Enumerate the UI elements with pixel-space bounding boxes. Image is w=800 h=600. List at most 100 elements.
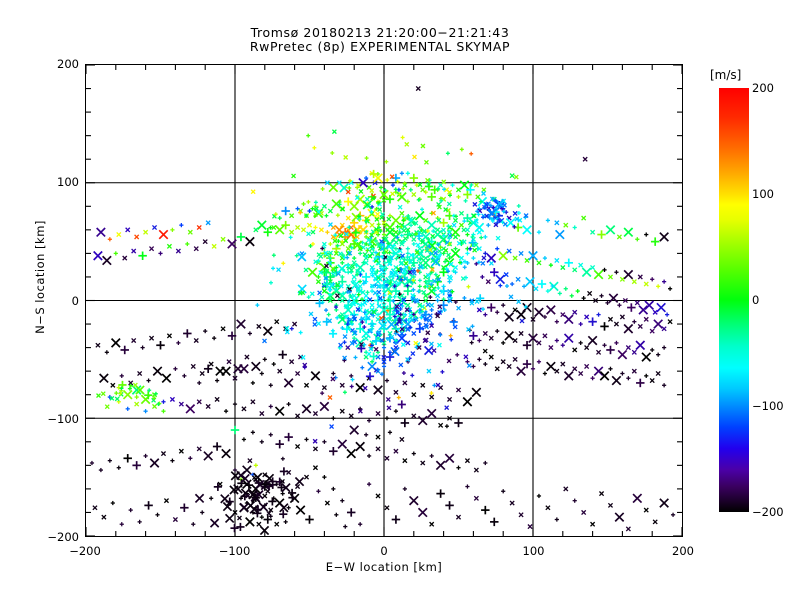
- data-point: [118, 391, 123, 396]
- data-point: [251, 361, 261, 372]
- data-point: [381, 354, 387, 360]
- colorbar: [719, 88, 749, 512]
- data-point: [221, 366, 231, 376]
- data-point: [384, 159, 389, 164]
- data-point: [286, 505, 291, 510]
- data-point: [346, 263, 351, 268]
- data-point: [339, 255, 345, 261]
- data-point: [350, 280, 360, 290]
- data-point: [373, 296, 383, 305]
- data-point: [322, 280, 331, 289]
- data-point: [534, 307, 544, 318]
- data-point: [302, 362, 308, 368]
- data-point: [355, 183, 361, 188]
- data-point: [453, 246, 458, 251]
- data-point: [298, 330, 303, 335]
- data-point: [465, 260, 470, 265]
- y-tick-label: −200: [47, 530, 79, 544]
- data-point: [563, 333, 574, 344]
- data-point: [349, 384, 354, 389]
- data-point: [563, 222, 569, 228]
- data-point: [104, 404, 110, 410]
- data-point: [369, 232, 375, 238]
- data-point: [536, 230, 542, 235]
- data-point: [178, 448, 184, 454]
- data-point: [386, 258, 392, 264]
- data-point: [312, 316, 318, 322]
- data-point: [375, 493, 381, 499]
- data-point: [477, 338, 482, 343]
- data-point: [627, 303, 636, 312]
- data-point: [337, 264, 347, 274]
- data-point: [329, 446, 338, 456]
- data-point: [554, 257, 560, 264]
- data-point: [268, 507, 274, 513]
- data-point: [349, 319, 354, 324]
- data-point: [393, 409, 399, 414]
- x-axis-title: E−W location [km]: [325, 560, 443, 574]
- data-point: [395, 280, 401, 286]
- data-point: [382, 260, 387, 265]
- data-point: [370, 204, 375, 209]
- data-point: [358, 251, 363, 256]
- data-point: [473, 242, 479, 248]
- data-point: [220, 326, 226, 332]
- data-point: [410, 373, 415, 378]
- data-point: [450, 183, 455, 188]
- data-point: [483, 460, 488, 466]
- data-point: [373, 283, 378, 288]
- data-point: [450, 227, 461, 238]
- data-point: [399, 266, 404, 271]
- data-point: [425, 229, 430, 234]
- data-point: [440, 289, 446, 294]
- data-point: [433, 250, 439, 256]
- data-point: [469, 300, 475, 306]
- data-point: [560, 312, 566, 318]
- data-point: [288, 493, 297, 502]
- data-point: [419, 325, 424, 331]
- axis-ticks: [86, 65, 682, 536]
- data-point: [125, 227, 131, 233]
- data-point: [578, 321, 583, 327]
- data-point: [295, 505, 306, 515]
- data-point: [590, 264, 596, 271]
- data-point: [284, 329, 290, 335]
- data-point: [487, 303, 496, 312]
- data-point: [295, 370, 301, 377]
- data-point: [483, 361, 488, 367]
- data-point: [384, 416, 390, 421]
- data-point: [262, 338, 267, 344]
- data-point: [182, 373, 187, 378]
- data-point: [429, 307, 434, 313]
- data-point: [462, 259, 467, 264]
- data-point: [401, 218, 406, 223]
- data-point: [376, 222, 381, 227]
- data-point: [518, 512, 524, 518]
- data-point: [255, 303, 260, 308]
- data-point: [447, 415, 453, 421]
- data-point: [546, 361, 556, 372]
- data-point: [127, 386, 132, 391]
- data-point: [392, 314, 397, 319]
- data-point: [310, 371, 321, 381]
- data-point: [193, 246, 199, 252]
- data-point: [408, 218, 413, 223]
- data-point: [403, 264, 409, 270]
- data-point: [423, 255, 429, 261]
- data-point: [416, 289, 421, 294]
- data-point: [410, 351, 416, 357]
- data-point: [96, 393, 101, 399]
- data-point: [196, 224, 202, 231]
- data-point: [468, 217, 479, 228]
- data-point: [367, 482, 372, 487]
- data-points: [89, 86, 676, 536]
- data-point: [376, 283, 382, 289]
- data-point: [461, 239, 467, 245]
- data-point: [420, 187, 426, 193]
- data-point: [341, 291, 346, 296]
- data-point: [327, 296, 332, 301]
- data-point: [448, 333, 453, 338]
- data-point: [346, 508, 356, 517]
- data-point: [143, 409, 148, 414]
- data-point: [546, 305, 556, 315]
